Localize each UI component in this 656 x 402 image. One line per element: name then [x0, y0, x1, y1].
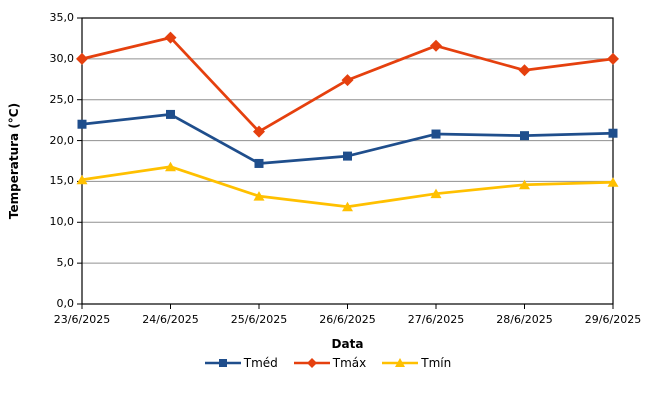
- y-tick-label: 0,0: [56, 297, 75, 310]
- x-axis-title: Data: [331, 337, 364, 351]
- x-tick-label: 24/6/2025: [142, 313, 199, 326]
- marker-Tmín: [253, 191, 265, 201]
- x-tick-label: 25/6/2025: [230, 313, 288, 326]
- marker-Tmáx: [341, 74, 354, 87]
- marker-Tmín: [342, 201, 353, 212]
- y-tick-label: 25,0: [49, 92, 75, 106]
- y-tick-label: 5,0: [56, 256, 75, 270]
- legend-label: Tmáx: [332, 356, 367, 370]
- marker-Tmáx: [164, 31, 177, 44]
- y-tick-label: 10,0: [49, 215, 75, 229]
- y-tick-label: 20,0: [49, 133, 75, 147]
- legend-item-Tmáx: Tmáx: [293, 356, 367, 370]
- marker-Tméd: [166, 109, 175, 119]
- marker-Tmín: [165, 161, 176, 172]
- x-tick-label: 29/6/2025: [584, 313, 642, 326]
- marker-Tméd: [343, 151, 352, 161]
- plot-border: [81, 17, 614, 305]
- marker-Tmáx: [430, 39, 442, 52]
- x-tick-label: 27/6/2025: [407, 313, 465, 326]
- marker-Tméd: [431, 129, 441, 139]
- y-tick-label: 30,0: [49, 51, 75, 65]
- x-tick-label: 28/6/2025: [496, 313, 553, 326]
- y-tick-label: 15,0: [49, 174, 75, 188]
- marker-Tmáx: [253, 125, 265, 138]
- legend: Tméd Tmáx Tmín: [0, 356, 656, 370]
- series-line-Tmín: [80, 165, 615, 209]
- marker-Tmáx: [76, 52, 88, 65]
- y-axis-title: Temperatura (°C): [7, 102, 21, 220]
- y-tick-label: 35,0: [49, 11, 75, 24]
- marker-Tmín: [607, 177, 619, 187]
- marker-Tméd: [254, 158, 264, 168]
- marker-Tméd: [520, 131, 529, 141]
- legend-item-Tméd: Tméd: [204, 356, 278, 370]
- x-tick-label: 26/6/2025: [319, 313, 376, 326]
- marker-Tméd: [608, 128, 618, 138]
- legend-marker-triangle-icon: [382, 358, 419, 367]
- legend-marker-square-icon: [204, 359, 241, 367]
- marker-Tmáx: [607, 52, 619, 65]
- marker-Tmín: [430, 188, 442, 199]
- marker-Tmín: [76, 174, 88, 185]
- legend-label: Tméd: [243, 356, 278, 370]
- legend-marker-diamond-icon: [293, 358, 330, 368]
- legend-item-Tmín: Tmín: [382, 356, 451, 370]
- legend-label: Tmín: [421, 356, 452, 370]
- marker-Tméd: [77, 119, 87, 129]
- marker-Tmáx: [518, 64, 531, 77]
- marker-Tmín: [519, 179, 530, 190]
- x-tick-label: 23/6/2025: [53, 313, 111, 326]
